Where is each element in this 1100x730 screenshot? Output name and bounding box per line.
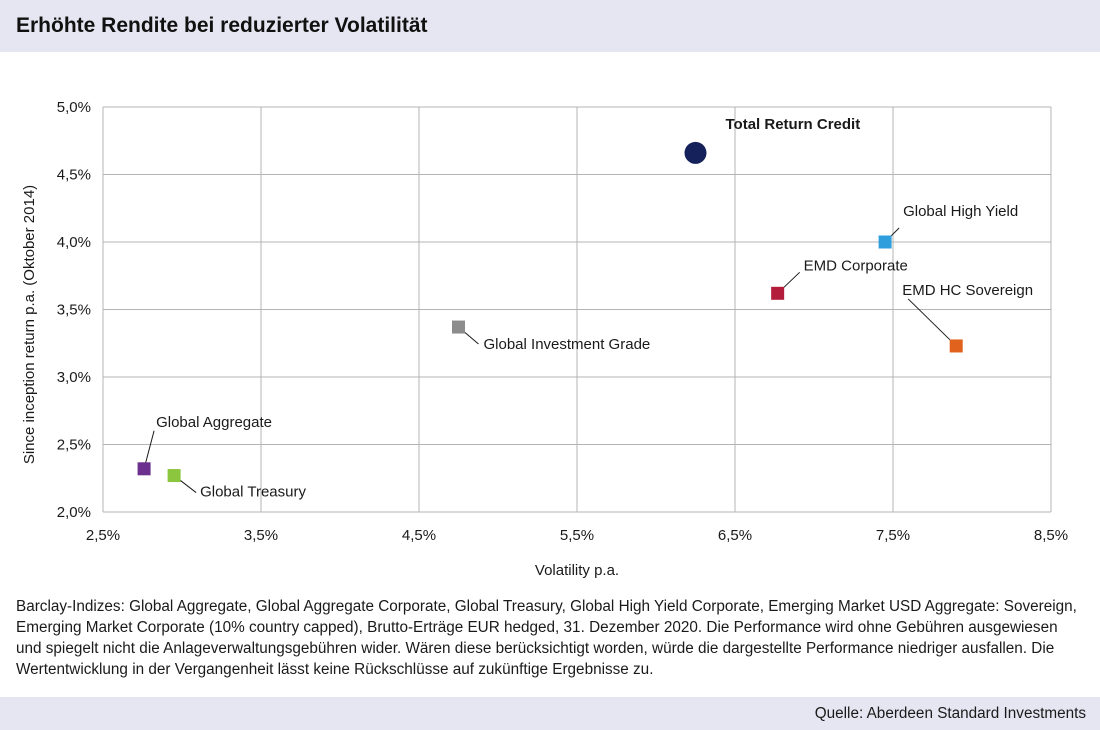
point-marker-square [167,469,181,483]
chart-points: Total Return Credit Global High Yield EMD … [137,116,1033,501]
point-label: Global Investment Grade [484,336,651,353]
point-marker-square [452,320,465,334]
leader-line [907,298,957,347]
x-tick-label: 4,5% [402,527,436,544]
x-axis-label: Volatility p.a. [535,562,619,579]
chart-grid [102,106,1052,513]
point-marker-square [949,339,963,353]
x-tick-label: 3,5% [244,527,278,544]
y-tick-label: 2,0% [57,504,91,521]
y-tick-label: 4,0% [57,234,91,251]
point-label: EMD Corporate [804,257,908,274]
point-label: Total Return Credit [726,116,861,133]
scatter-chart: 2,5% 3,5% 4,5% 5,5% 6,5% 7,5% 8,5% 2,0% 2,5% 3,0%… [21,99,1068,579]
y-tick-label: 5,0% [57,99,91,116]
y-axis-label: Since inception return p.a. (Oktober 201… [21,185,38,464]
x-tick-label: 6,5% [718,527,752,544]
point-marker-square [771,286,785,300]
page-title: Erhöhte Rendite bei reduzierter Volatili… [16,14,428,37]
point-label: Global High Yield [903,203,1018,220]
x-tick-label: 2,5% [86,527,120,544]
point-label: EMD HC Sovereign [902,282,1033,299]
point-label: Global Aggregate [156,414,272,431]
point-marker-square [878,235,892,249]
point-marker-circle [684,141,707,164]
y-tick-label: 4,5% [57,167,91,184]
x-tick-label: 5,5% [560,527,594,544]
y-tick-label: 3,0% [57,369,91,386]
source-text: Quelle: Aberdeen Standard Investments [814,705,1086,722]
source-bar: Quelle: Aberdeen Standard Investments [0,697,1100,730]
point-label: Global Treasury [200,484,306,501]
y-tick-label: 2,5% [57,437,91,454]
chart-ticks: 2,5% 3,5% 4,5% 5,5% 6,5% 7,5% 8,5% 2,0% 2,5% 3,0%… [57,99,1068,544]
title-bar: Erhöhte Rendite bei reduzierter Volatili… [0,0,1100,52]
y-tick-label: 3,5% [57,302,91,319]
x-tick-label: 8,5% [1034,527,1068,544]
x-tick-label: 7,5% [876,527,910,544]
point-marker-square [137,462,151,476]
footnote: Barclay-Indizes: Global Aggregate, Globa… [16,598,1077,678]
